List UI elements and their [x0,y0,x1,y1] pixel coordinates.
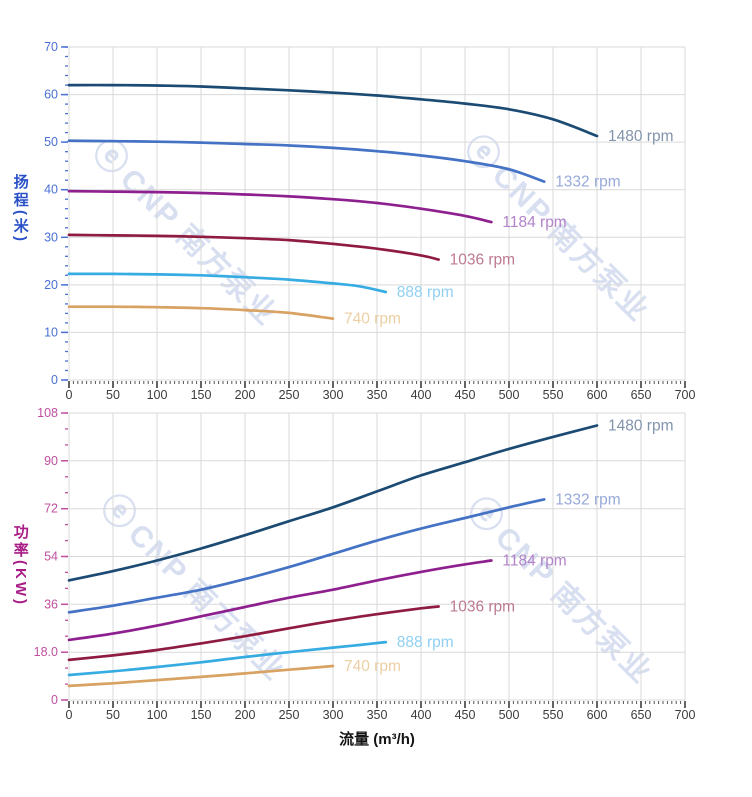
y-tick-label: 90 [44,454,58,468]
x-tick-label: 350 [367,708,388,722]
x-tick-label: 450 [455,708,476,722]
grid-lines [68,46,686,381]
x-tick-label: 550 [543,388,564,402]
y-tick-label: 54 [44,550,58,564]
series-curve-1036-rpm [67,233,440,261]
series-label-1184-rpm: 1184 rpm [502,214,566,231]
series-curve-888-rpm [67,272,388,294]
y-tick-label: 0 [51,693,58,707]
y-tick-label: 50 [44,135,58,149]
power-axis-title: 功率(KW) [11,524,29,607]
x-tick-label: 200 [235,388,256,402]
x-tick-label: 300 [323,708,344,722]
series-curve-888-rpm [67,640,388,677]
x-tick-label: 250 [279,708,300,722]
series-label-1480-rpm: 1480 rpm [608,418,673,435]
x-tick-label: 0 [66,388,73,402]
x-tick-label: 150 [191,708,212,722]
y-tick-label: 20 [44,278,58,292]
series-curve-1332-rpm [67,139,546,183]
x-tick-label: 700 [675,708,696,722]
series-label-1036-rpm: 1036 rpm [450,252,515,269]
x-tick-label: 550 [543,708,564,722]
y-axis: 0 18.0 36 54 72 90 108 [34,406,68,707]
y-tick-label: 18.0 [34,645,58,659]
x-tick-label: 450 [455,388,476,402]
series-curve-1036-rpm [67,605,440,662]
x-tick-label: 100 [147,708,168,722]
grid-lines [68,412,686,701]
x-tick-label: 650 [631,708,652,722]
series-curve-740-rpm [67,305,335,320]
x-tick-label: 350 [367,388,388,402]
x-tick-label: 400 [411,388,432,402]
series-label-888-rpm: 888 rpm [397,634,454,651]
x-tick-label: 400 [411,708,432,722]
y-axis: 0 10 20 30 40 50 60 70 [44,40,68,387]
series-curve-1184-rpm [67,189,493,224]
y-tick-label: 108 [37,406,58,420]
x-axis: 0 50 100 150 200 250 300 350 400 450 500 550 600 650 7… [66,701,696,722]
y-tick-label: 10 [44,325,58,339]
series-curve-1480-rpm [67,83,599,138]
series-label-1332-rpm: 1332 rpm [555,174,620,191]
series-curve-1332-rpm [67,498,546,614]
x-tick-label: 100 [147,388,168,402]
series-label-740-rpm: 740 rpm [344,311,401,328]
x-tick-label: 150 [191,388,212,402]
x-tick-label: 700 [675,388,696,402]
y-tick-label: 72 [44,502,58,516]
y-tick-label: 30 [44,230,58,244]
series-curve-1480-rpm [67,424,599,582]
plot-power: 0 18.0 36 54 72 90 108 0 50 100 150 200 250 300 350 400… [34,406,696,722]
flow-axis-title: 流量 (m³/h) [339,731,415,748]
y-tick-label: 40 [44,183,58,197]
series-label-1332-rpm: 1332 rpm [555,491,620,508]
x-tick-label: 500 [499,388,520,402]
series-label-740-rpm: 740 rpm [344,658,401,675]
x-tick-label: 0 [66,708,73,722]
series-label-1036-rpm: 1036 rpm [450,599,515,616]
x-tick-label: 200 [235,708,256,722]
x-axis: 0 50 100 150 200 250 300 350 400 450 500 550 600 650 7… [66,381,696,402]
y-tick-label: 36 [44,597,58,611]
head-axis-title: 扬程(米) [11,174,29,244]
x-tick-label: 250 [279,388,300,402]
x-tick-label: 600 [587,708,608,722]
y-tick-label: 0 [51,373,58,387]
x-tick-label: 650 [631,388,652,402]
x-tick-label: 50 [106,708,120,722]
series-curve-1184-rpm [67,559,493,642]
x-tick-label: 300 [323,388,344,402]
x-tick-label: 50 [106,388,120,402]
x-tick-label: 600 [587,388,608,402]
series-label-1184-rpm: 1184 rpm [502,553,566,570]
x-tick-label: 500 [499,708,520,722]
series-curve-740-rpm [67,664,335,688]
y-tick-label: 70 [44,40,58,54]
y-tick-label: 60 [44,88,58,102]
series-label-1480-rpm: 1480 rpm [608,128,673,145]
series-label-888-rpm: 888 rpm [397,284,454,301]
